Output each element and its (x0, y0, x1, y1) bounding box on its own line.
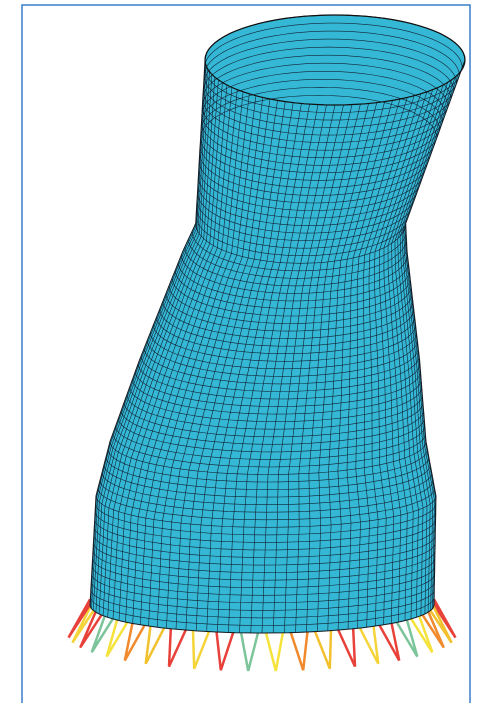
mesh-meridian (118, 84, 228, 621)
mesh-ring-back (201, 70, 446, 115)
mesh-meridian (166, 97, 264, 629)
mesh-meridian (401, 71, 461, 613)
support-leg (67, 598, 93, 639)
mesh-meridian (102, 77, 216, 616)
support-leg (214, 625, 237, 671)
support-leg (311, 624, 333, 670)
support-leg (355, 620, 380, 665)
mesh-meridian (394, 79, 452, 618)
mesh-ring-back (201, 78, 443, 123)
support-leg (90, 610, 118, 653)
mesh-meridian (373, 91, 428, 625)
support-leg (263, 626, 286, 672)
mesh-meridian (397, 77, 456, 616)
support-leg (167, 622, 190, 668)
mesh-ring-back (202, 62, 449, 107)
mesh-meridian (346, 98, 401, 630)
mesh-ring-back (203, 30, 460, 76)
mesh-meridian (185, 100, 278, 631)
support-leg (71, 602, 98, 644)
support-leg (426, 602, 453, 644)
mesh-meridian (148, 93, 250, 627)
mesh-ring-back (200, 95, 438, 138)
mesh-meridian (250, 104, 327, 633)
support-leg (105, 614, 132, 658)
mesh-meridian (107, 79, 219, 618)
supports (67, 598, 457, 672)
mesh-meridian (98, 74, 213, 615)
mesh-meridian (383, 87, 439, 623)
support-leg (144, 620, 169, 665)
support-leg (392, 614, 419, 658)
top-rim (204, 14, 466, 106)
mesh-meridian (91, 65, 207, 609)
mesh-ring-back (204, 22, 463, 68)
support-leg (191, 624, 213, 670)
mesh-meridian (295, 104, 361, 633)
support-leg (431, 598, 457, 639)
mesh-meridian (272, 104, 344, 633)
mesh-ring-back (203, 38, 457, 84)
mesh-meridian (93, 68, 208, 611)
mesh-meridian (228, 104, 310, 633)
mesh-meridian (261, 104, 336, 633)
support-leg (238, 626, 261, 672)
support-leg (418, 606, 445, 649)
support-leg (287, 625, 310, 671)
mesh-meridian (327, 101, 385, 631)
support-leg (123, 617, 149, 662)
mesh-meridian (391, 82, 448, 620)
mesh-meridian (206, 102, 294, 632)
support-leg (375, 617, 401, 662)
mesh-meridian (157, 95, 257, 628)
mesh-meridian (195, 101, 286, 631)
mesh-meridian (125, 87, 233, 623)
mesh-ring-back (202, 46, 454, 92)
mesh-meridian (239, 104, 319, 633)
support-leg (406, 610, 434, 653)
mesh-meridian (217, 103, 302, 633)
mesh-meridian (337, 100, 393, 631)
mesh-meridian (284, 104, 353, 633)
frame (21, 4, 471, 703)
mesh-ring-back (200, 86, 440, 131)
mesh-ring-back (202, 54, 452, 99)
mesh-meridian (140, 91, 244, 625)
mesh-meridian (306, 103, 369, 633)
mesh-meridian (95, 71, 210, 613)
mesh-meridian (387, 84, 444, 621)
mesh-meridian (399, 74, 459, 615)
mesh-meridian (175, 98, 271, 630)
mesh-meridian (90, 62, 206, 607)
mesh-meridian (378, 89, 433, 624)
support-leg (334, 622, 357, 668)
mesh-meridian (362, 95, 415, 628)
surface-mesh (90, 15, 465, 633)
mesh-meridian (317, 102, 378, 632)
mesh-meridian (368, 93, 421, 627)
support-leg (79, 606, 106, 649)
mesh-meridian (132, 89, 238, 624)
mesh-meridian (355, 97, 408, 629)
tower-surface (89, 14, 466, 634)
mesh-meridian (112, 82, 223, 620)
